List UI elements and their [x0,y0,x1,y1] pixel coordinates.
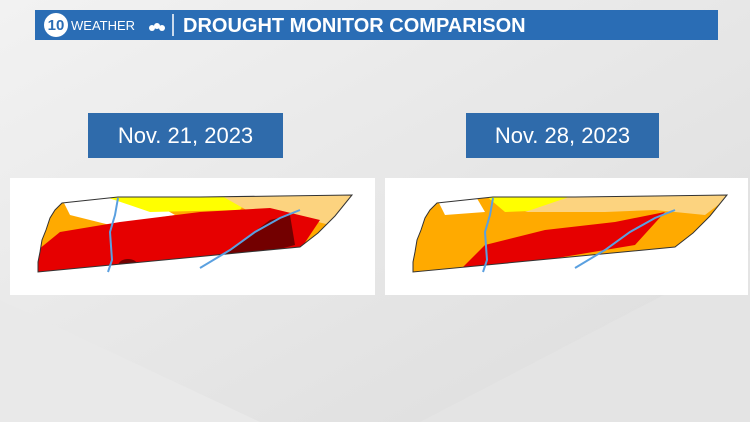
logo-number: 10 [48,17,65,34]
header-bar [35,10,718,40]
date-box [88,113,283,158]
logo-badge [44,13,68,37]
peacock-logo [149,23,165,31]
logo-text: WEATHER [71,18,135,33]
date-box [466,113,659,158]
date-label: Nov. 28, 2023 [495,123,630,148]
header-title: DROUGHT MONITOR COMPARISON [183,15,526,37]
date-label: Nov. 21, 2023 [118,123,253,148]
header: 10 WEATHER DROUGHT MONITOR COMPARISON [35,10,718,40]
background-shape [0,300,260,422]
